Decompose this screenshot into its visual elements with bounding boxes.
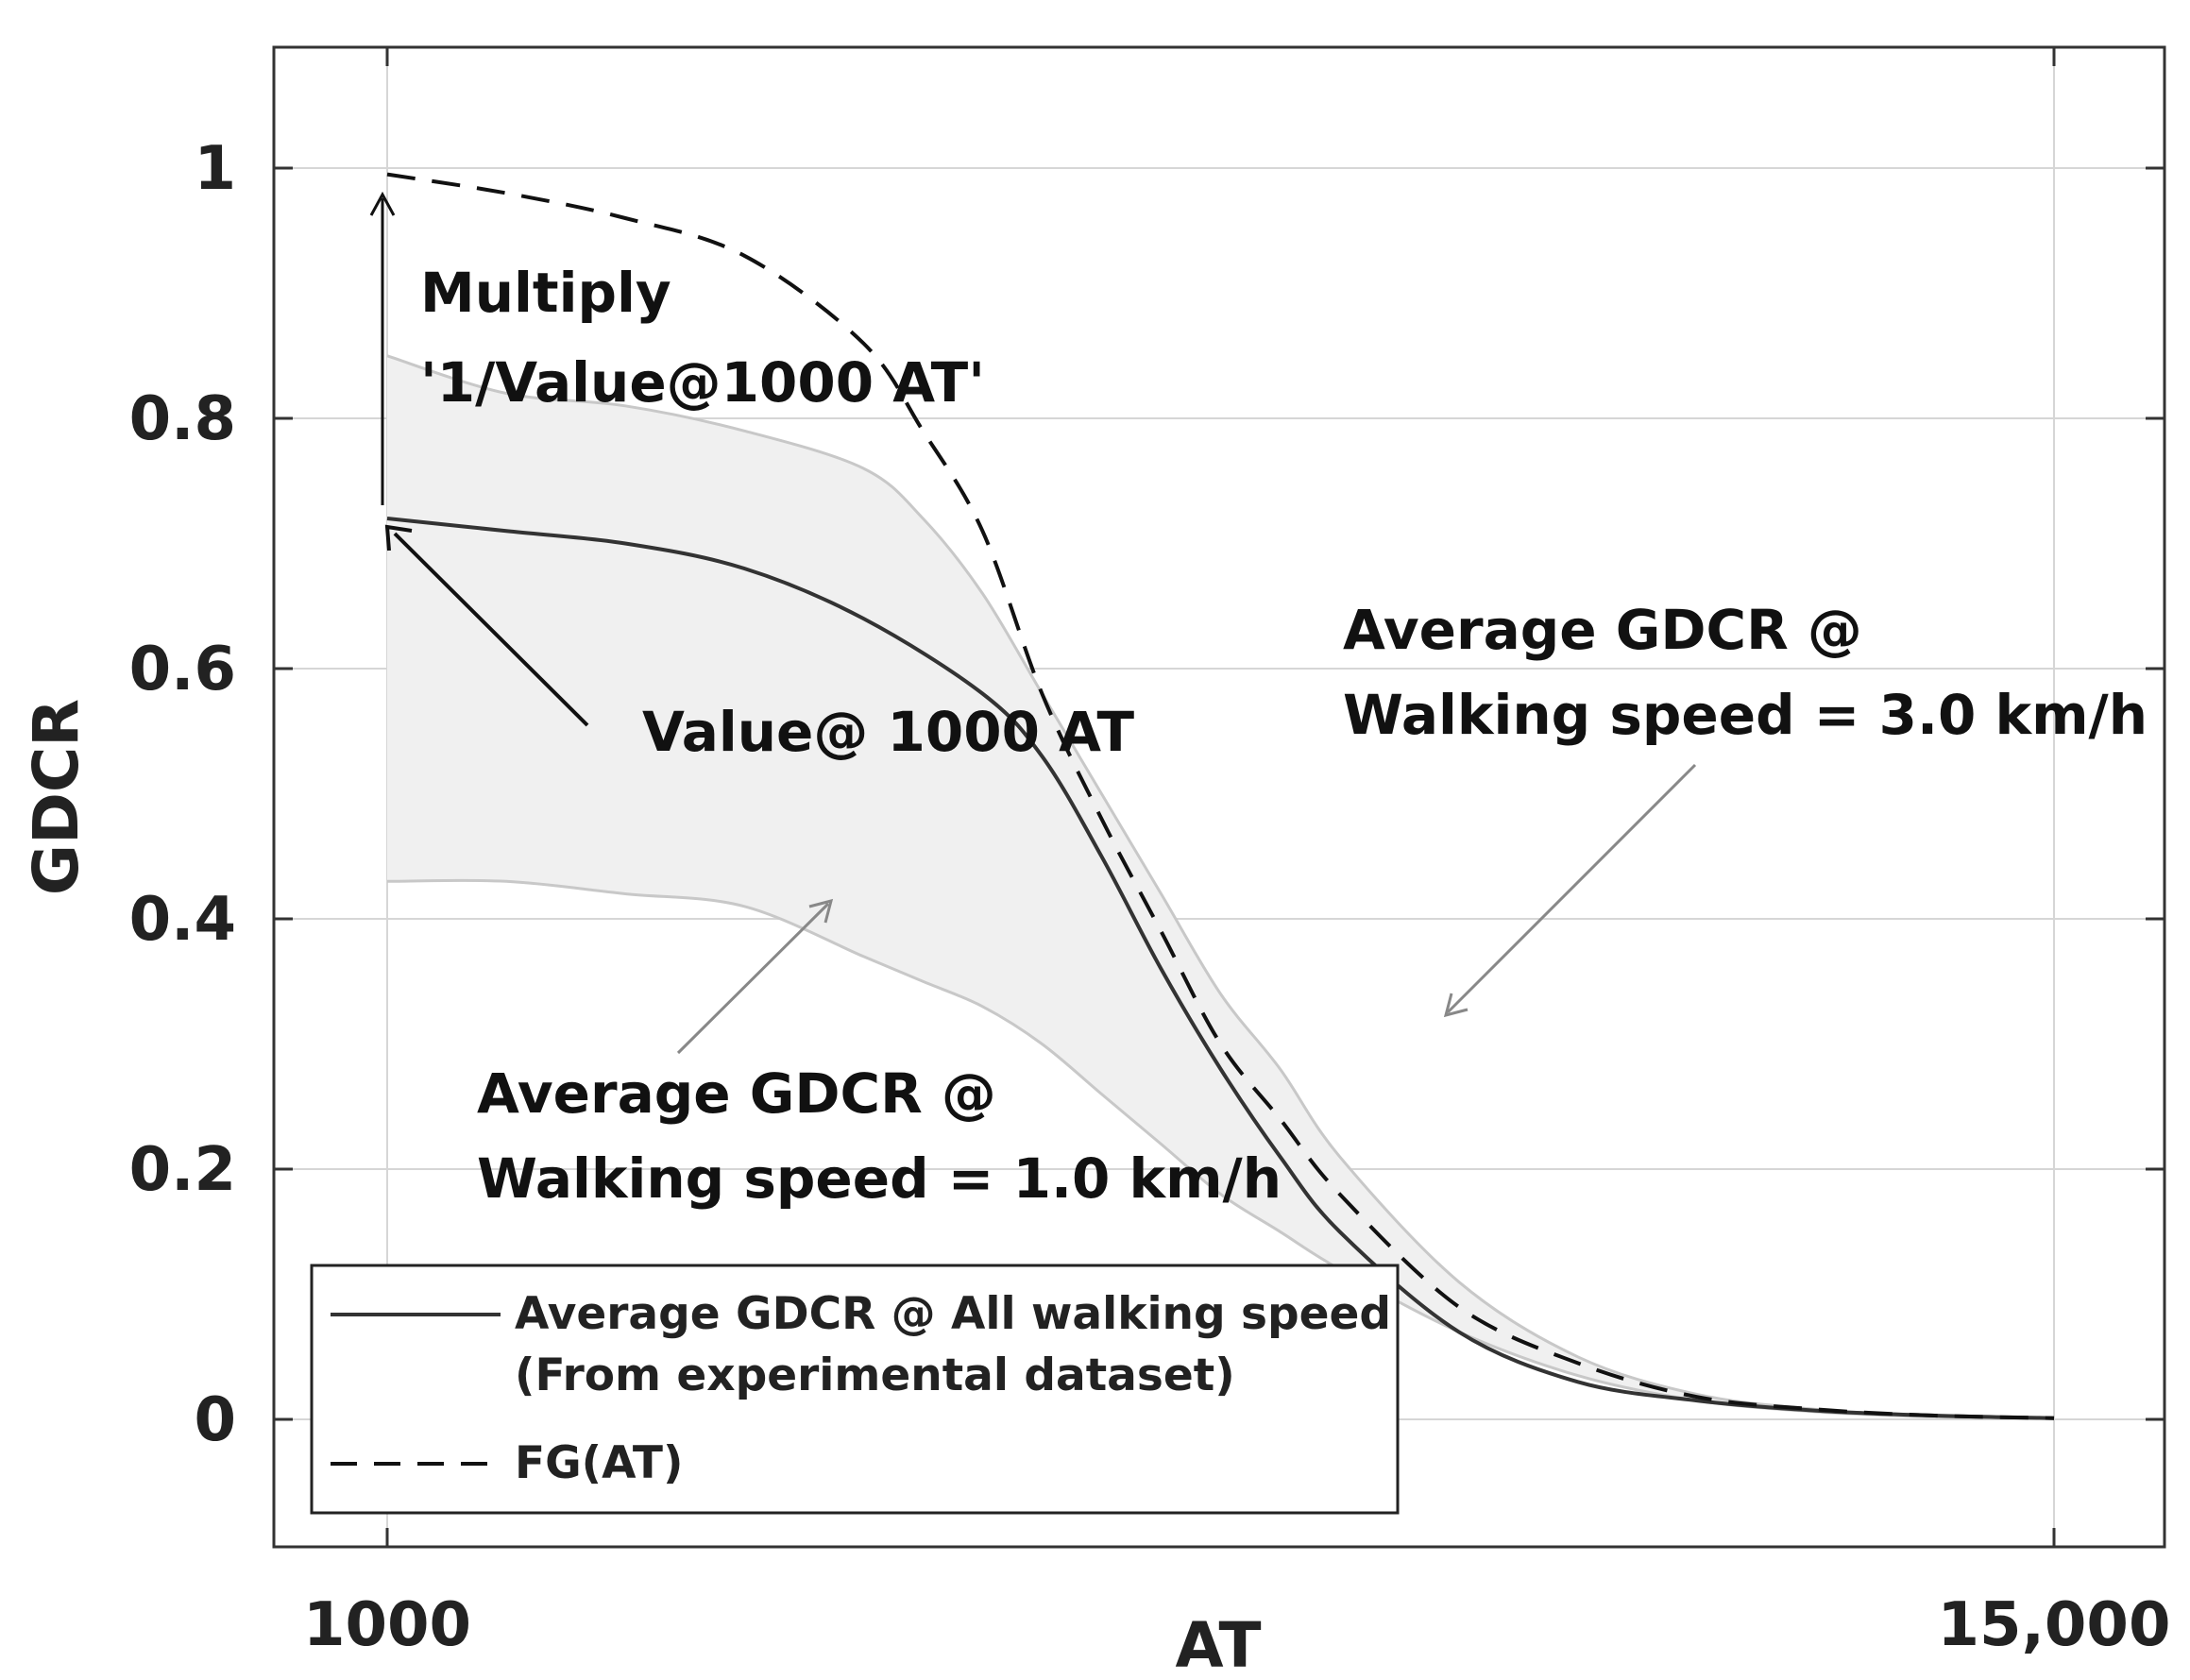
x-tick-label: 1000 <box>303 1590 471 1660</box>
series-average-gdcr-line <box>386 517 2055 1420</box>
y-axis-label: GDCR <box>20 699 93 895</box>
y-tick-label: 0.8 <box>129 384 236 454</box>
y-tick-label: 0.6 <box>129 635 236 704</box>
band-fill <box>387 355 2054 1418</box>
lower-band-label-line2: Walking speed = 1.0 km/h <box>477 1146 1282 1211</box>
multiply-label-line2: '1/Value@1000 AT' <box>420 350 985 415</box>
y-tick-label: 0 <box>194 1385 236 1455</box>
value-at-1000-label: Value@ 1000 AT <box>642 700 1135 764</box>
y-tick-label: 0.4 <box>129 885 236 955</box>
y-axis-ticks: 0 0.2 0.4 0.6 0.8 1 <box>129 134 2165 1455</box>
y-tick-label: 1 <box>194 134 236 204</box>
value-arrowhead <box>384 524 413 552</box>
x-tick-label: 15,000 <box>1938 1590 2171 1660</box>
y-tick-label: 0.2 <box>129 1135 236 1205</box>
upper-band-arrowhead <box>1443 993 1468 1018</box>
lower-band-label-line1: Average GDCR @ <box>477 1061 996 1126</box>
legend-entry-fg: FG(AT) <box>515 1437 683 1489</box>
band-upper-edge <box>386 354 2055 1420</box>
series-layer <box>386 172 2055 1420</box>
upper-band-label-line2: Walking speed = 3.0 km/h <box>1343 683 2148 747</box>
upper-band-label-line1: Average GDCR @ <box>1343 598 1862 662</box>
x-axis-ticks: 1000 15,000 <box>303 47 2171 1660</box>
legend-box <box>310 1264 1400 1515</box>
plot-frame <box>272 45 2166 1549</box>
legend-entry-average-line2: (From experimental dataset) <box>515 1349 1235 1401</box>
multiply-label-line1: Multiply <box>420 261 671 325</box>
lower-band-arrowhead <box>808 898 834 924</box>
upper-band-arrow <box>1446 763 1697 1014</box>
value-arrow <box>393 532 589 727</box>
x-axis-label: AT <box>1176 1609 1262 1680</box>
annotation-arrows <box>369 191 1697 1055</box>
series-fg-at-line <box>386 172 2055 1420</box>
lower-band-arrow <box>676 902 830 1055</box>
multiply-arrowhead <box>369 191 396 216</box>
legend-entry-average-line1: Average GDCR @ All walking speed <box>515 1288 1391 1340</box>
legend: Average GDCR @ All walking speed (From e… <box>310 1264 1400 1515</box>
